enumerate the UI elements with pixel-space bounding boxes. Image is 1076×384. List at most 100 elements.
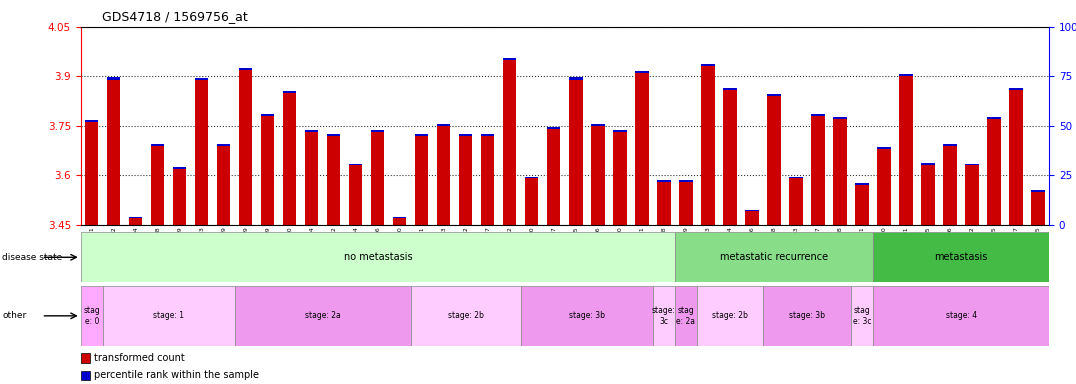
Bar bbox=[371, 132, 384, 225]
Bar bbox=[569, 77, 582, 79]
Bar bbox=[151, 146, 165, 225]
Text: stage:
3c: stage: 3c bbox=[652, 306, 676, 326]
Bar bbox=[1032, 192, 1045, 225]
Text: stag
e: 0: stag e: 0 bbox=[83, 306, 100, 326]
Text: stage: 4: stage: 4 bbox=[946, 311, 977, 320]
Bar bbox=[504, 60, 516, 225]
Bar bbox=[873, 232, 1049, 282]
Bar bbox=[481, 136, 495, 225]
Bar bbox=[525, 179, 538, 225]
Bar bbox=[81, 286, 102, 346]
Bar bbox=[811, 114, 824, 116]
Bar bbox=[327, 136, 340, 225]
Bar bbox=[102, 286, 235, 346]
Bar bbox=[657, 182, 670, 225]
Bar bbox=[195, 79, 209, 225]
Bar bbox=[873, 286, 1049, 346]
Bar bbox=[129, 217, 142, 218]
Text: stag
e: 3c: stag e: 3c bbox=[853, 306, 872, 326]
Bar bbox=[763, 286, 851, 346]
Text: stage: 2b: stage: 2b bbox=[712, 311, 748, 320]
Bar bbox=[944, 144, 957, 146]
Text: percentile rank within the sample: percentile rank within the sample bbox=[95, 370, 259, 381]
Bar bbox=[437, 124, 451, 126]
Bar bbox=[855, 185, 868, 225]
Bar bbox=[746, 210, 759, 212]
Bar bbox=[173, 169, 186, 225]
Bar bbox=[921, 163, 935, 166]
Bar bbox=[965, 166, 979, 225]
Bar bbox=[261, 114, 274, 116]
Bar bbox=[988, 119, 1001, 225]
Bar bbox=[569, 79, 582, 225]
Text: stage: 3b: stage: 3b bbox=[789, 311, 825, 320]
Bar bbox=[657, 180, 670, 182]
Text: disease state: disease state bbox=[2, 253, 62, 262]
Text: GDS4718 / 1569756_at: GDS4718 / 1569756_at bbox=[102, 10, 247, 23]
Bar bbox=[988, 117, 1001, 119]
Bar bbox=[411, 286, 521, 346]
Text: other: other bbox=[2, 311, 27, 320]
Bar bbox=[635, 73, 649, 225]
Bar bbox=[767, 96, 780, 225]
Text: stage: 1: stage: 1 bbox=[153, 311, 184, 320]
Bar bbox=[459, 136, 472, 225]
Bar bbox=[350, 166, 363, 225]
Bar bbox=[415, 134, 428, 136]
Bar bbox=[239, 70, 253, 225]
Text: metastasis: metastasis bbox=[934, 252, 988, 262]
Bar bbox=[834, 119, 847, 225]
Bar bbox=[592, 124, 605, 126]
Bar bbox=[81, 371, 90, 380]
Bar bbox=[85, 122, 98, 225]
Bar bbox=[900, 76, 912, 225]
Text: stage: 2b: stage: 2b bbox=[448, 311, 484, 320]
Bar bbox=[81, 353, 90, 363]
Bar bbox=[525, 177, 538, 179]
Bar bbox=[283, 93, 296, 225]
Text: stage: 3b: stage: 3b bbox=[569, 311, 605, 320]
Bar bbox=[173, 167, 186, 169]
Bar bbox=[261, 116, 274, 225]
Bar bbox=[877, 147, 891, 149]
Bar bbox=[675, 232, 873, 282]
Bar bbox=[679, 182, 693, 225]
Bar bbox=[195, 78, 209, 79]
Bar bbox=[746, 212, 759, 225]
Bar bbox=[1032, 190, 1045, 192]
Bar bbox=[851, 286, 873, 346]
Bar bbox=[635, 71, 649, 73]
Bar bbox=[415, 136, 428, 225]
Bar bbox=[306, 132, 318, 225]
Bar bbox=[393, 218, 407, 225]
Bar bbox=[393, 217, 407, 218]
Bar bbox=[151, 144, 165, 146]
Bar bbox=[81, 232, 675, 282]
Bar bbox=[900, 74, 912, 76]
Text: transformed count: transformed count bbox=[95, 353, 185, 363]
Bar bbox=[235, 286, 411, 346]
Bar bbox=[613, 132, 626, 225]
Bar bbox=[481, 134, 495, 136]
Bar bbox=[239, 68, 253, 70]
Bar bbox=[877, 149, 891, 225]
Bar bbox=[350, 164, 363, 166]
Bar bbox=[548, 127, 561, 129]
Bar bbox=[723, 89, 737, 225]
Text: stag
e: 2a: stag e: 2a bbox=[677, 306, 695, 326]
Bar bbox=[108, 77, 121, 79]
Bar bbox=[811, 116, 824, 225]
Bar bbox=[944, 146, 957, 225]
Text: no metastasis: no metastasis bbox=[343, 252, 412, 262]
Bar bbox=[437, 126, 451, 225]
Bar bbox=[327, 134, 340, 136]
Bar bbox=[921, 166, 935, 225]
Bar bbox=[217, 146, 230, 225]
Bar bbox=[855, 184, 868, 185]
Bar bbox=[723, 88, 737, 89]
Bar bbox=[85, 120, 98, 122]
Bar bbox=[679, 180, 693, 182]
Bar bbox=[790, 179, 803, 225]
Bar bbox=[129, 218, 142, 225]
Bar bbox=[504, 58, 516, 60]
